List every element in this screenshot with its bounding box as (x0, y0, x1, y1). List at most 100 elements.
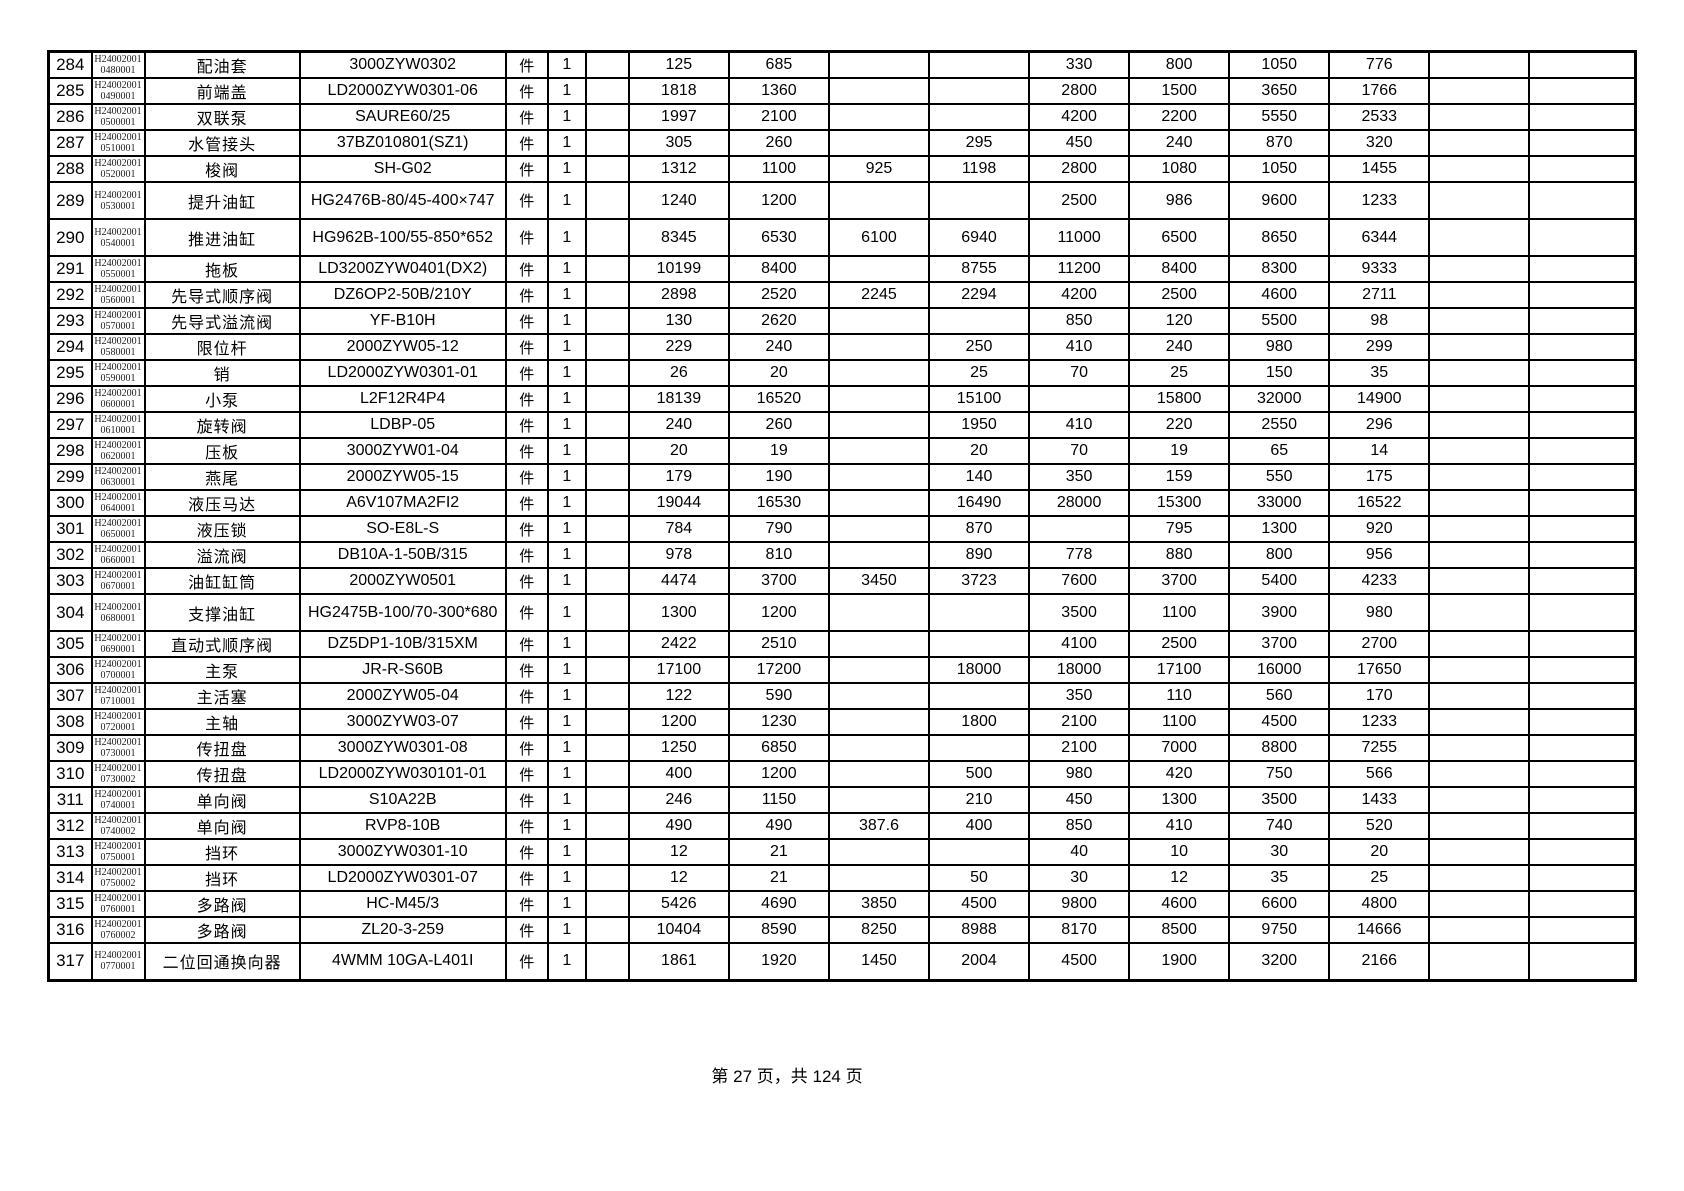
price-cell-7: 560 (1228, 682, 1331, 710)
price-cell-4: 3723 (927, 567, 1031, 595)
empty-cell (1428, 181, 1531, 220)
item-unit: 件 (504, 50, 549, 79)
price-cell-2: 21 (727, 864, 830, 892)
item-model: HG962B-100/55-850*652 (298, 218, 507, 257)
empty-cell (584, 786, 630, 814)
table-row: 289 H24002001 0530001 提升油缸 HG2476B-80/45… (47, 181, 1637, 220)
empty-cell (1528, 812, 1637, 840)
item-code: H24002001 0600001 (90, 385, 146, 413)
empty-cell (1528, 593, 1637, 632)
item-code-line2: 0740001 (100, 800, 136, 811)
item-model: DZ5DP1-10B/315XM (298, 630, 507, 658)
empty-cell (1428, 838, 1531, 866)
item-code-line2: 0560001 (100, 295, 136, 306)
price-cell-3: 3850 (827, 890, 931, 918)
item-qty: 1 (546, 489, 587, 517)
price-cell-7: 33000 (1228, 489, 1331, 517)
price-cell-7: 8800 (1228, 734, 1331, 762)
price-cell-8: 25 (1328, 864, 1431, 892)
price-cell-6: 120 (1128, 307, 1231, 335)
price-cell-7: 800 (1228, 541, 1331, 569)
empty-cell (584, 942, 630, 981)
item-code: H24002001 0660001 (90, 541, 146, 569)
item-code-line1: H24002001 (94, 54, 142, 65)
item-name: 主活塞 (143, 682, 301, 710)
item-name: 多路阀 (143, 916, 301, 944)
item-model: 2000ZYW05-15 (298, 463, 507, 491)
item-code-line2: 0490001 (100, 91, 136, 102)
item-model: 37BZ010801(SZ1) (298, 129, 507, 157)
item-code: H24002001 0710001 (90, 682, 146, 710)
price-cell-1: 179 (627, 463, 730, 491)
price-cell-3: 8250 (827, 916, 931, 944)
item-code-line1: H24002001 (94, 633, 142, 644)
row-number: 293 (47, 307, 93, 335)
price-cell-7: 4500 (1228, 708, 1331, 736)
price-cell-8: 9333 (1328, 255, 1431, 283)
item-name: 小泵 (143, 385, 301, 413)
row-number: 284 (47, 50, 93, 79)
price-cell-3 (827, 385, 931, 413)
empty-cell (1428, 359, 1531, 387)
item-code-line1: H24002001 (94, 189, 142, 201)
price-cell-4: 25 (927, 359, 1031, 387)
empty-cell (1428, 515, 1531, 543)
page-footer: 第 27 页，共 124 页 (711, 1067, 863, 1086)
price-cell-5: 410 (1028, 333, 1131, 361)
item-code: H24002001 0720001 (90, 708, 146, 736)
item-qty: 1 (546, 812, 587, 840)
item-name: 水管接头 (143, 129, 301, 157)
empty-cell (1428, 155, 1531, 183)
price-cell-6: 2500 (1128, 630, 1231, 658)
item-qty: 1 (546, 463, 587, 491)
item-code-line2: 0760001 (100, 904, 136, 915)
price-cell-5: 8170 (1028, 916, 1131, 944)
price-cell-6: 19 (1128, 437, 1231, 465)
price-cell-4: 250 (927, 333, 1031, 361)
price-cell-8: 956 (1328, 541, 1431, 569)
table-row: 316 H24002001 0760002 多路阀 ZL20-3-259 件 1… (47, 916, 1637, 944)
price-cell-5: 450 (1028, 786, 1131, 814)
price-cell-4: 18000 (927, 656, 1031, 684)
price-cell-3: 925 (827, 155, 931, 183)
item-unit: 件 (504, 155, 549, 183)
item-unit: 件 (504, 181, 549, 220)
price-cell-6: 3700 (1128, 567, 1231, 595)
item-code: H24002001 0530001 (90, 181, 146, 220)
item-code: H24002001 0630001 (90, 463, 146, 491)
row-number: 296 (47, 385, 93, 413)
price-cell-8: 35 (1328, 359, 1431, 387)
item-unit: 件 (504, 838, 549, 866)
price-cell-8: 98 (1328, 307, 1431, 335)
price-cell-5: 11200 (1028, 255, 1131, 283)
item-qty: 1 (546, 838, 587, 866)
item-unit: 件 (504, 103, 549, 131)
item-code: H24002001 0650001 (90, 515, 146, 543)
price-cell-6: 420 (1128, 760, 1231, 788)
price-cell-3 (827, 359, 931, 387)
price-cell-8: 980 (1328, 593, 1431, 632)
empty-cell (584, 50, 630, 79)
item-code-line1: H24002001 (94, 336, 142, 347)
price-cell-6: 1100 (1128, 708, 1231, 736)
table-row: 286 H24002001 0500001 双联泵 SAURE60/25 件 1… (47, 103, 1637, 131)
price-cell-3 (827, 838, 931, 866)
item-unit: 件 (504, 682, 549, 710)
table-row: 296 H24002001 0600001 小泵 L2F12R4P4 件 1 1… (47, 385, 1637, 413)
item-code-line2: 0680001 (100, 612, 136, 624)
item-code: H24002001 0610001 (90, 411, 146, 439)
price-cell-1: 12 (627, 864, 730, 892)
empty-cell (1528, 307, 1637, 335)
item-code-line2: 0750002 (100, 878, 136, 889)
item-name: 梭阀 (143, 155, 301, 183)
item-code-line1: H24002001 (94, 841, 142, 852)
item-code: H24002001 0480001 (90, 50, 146, 79)
item-model: 3000ZYW0302 (298, 50, 507, 79)
price-cell-3 (827, 593, 931, 632)
price-cell-2: 1100 (727, 155, 830, 183)
price-cell-2: 20 (727, 359, 830, 387)
table-row: 315 H24002001 0760001 多路阀 HC-M45/3 件 1 5… (47, 890, 1637, 918)
price-cell-2: 685 (727, 50, 830, 79)
price-cell-8: 14900 (1328, 385, 1431, 413)
item-name: 销 (143, 359, 301, 387)
